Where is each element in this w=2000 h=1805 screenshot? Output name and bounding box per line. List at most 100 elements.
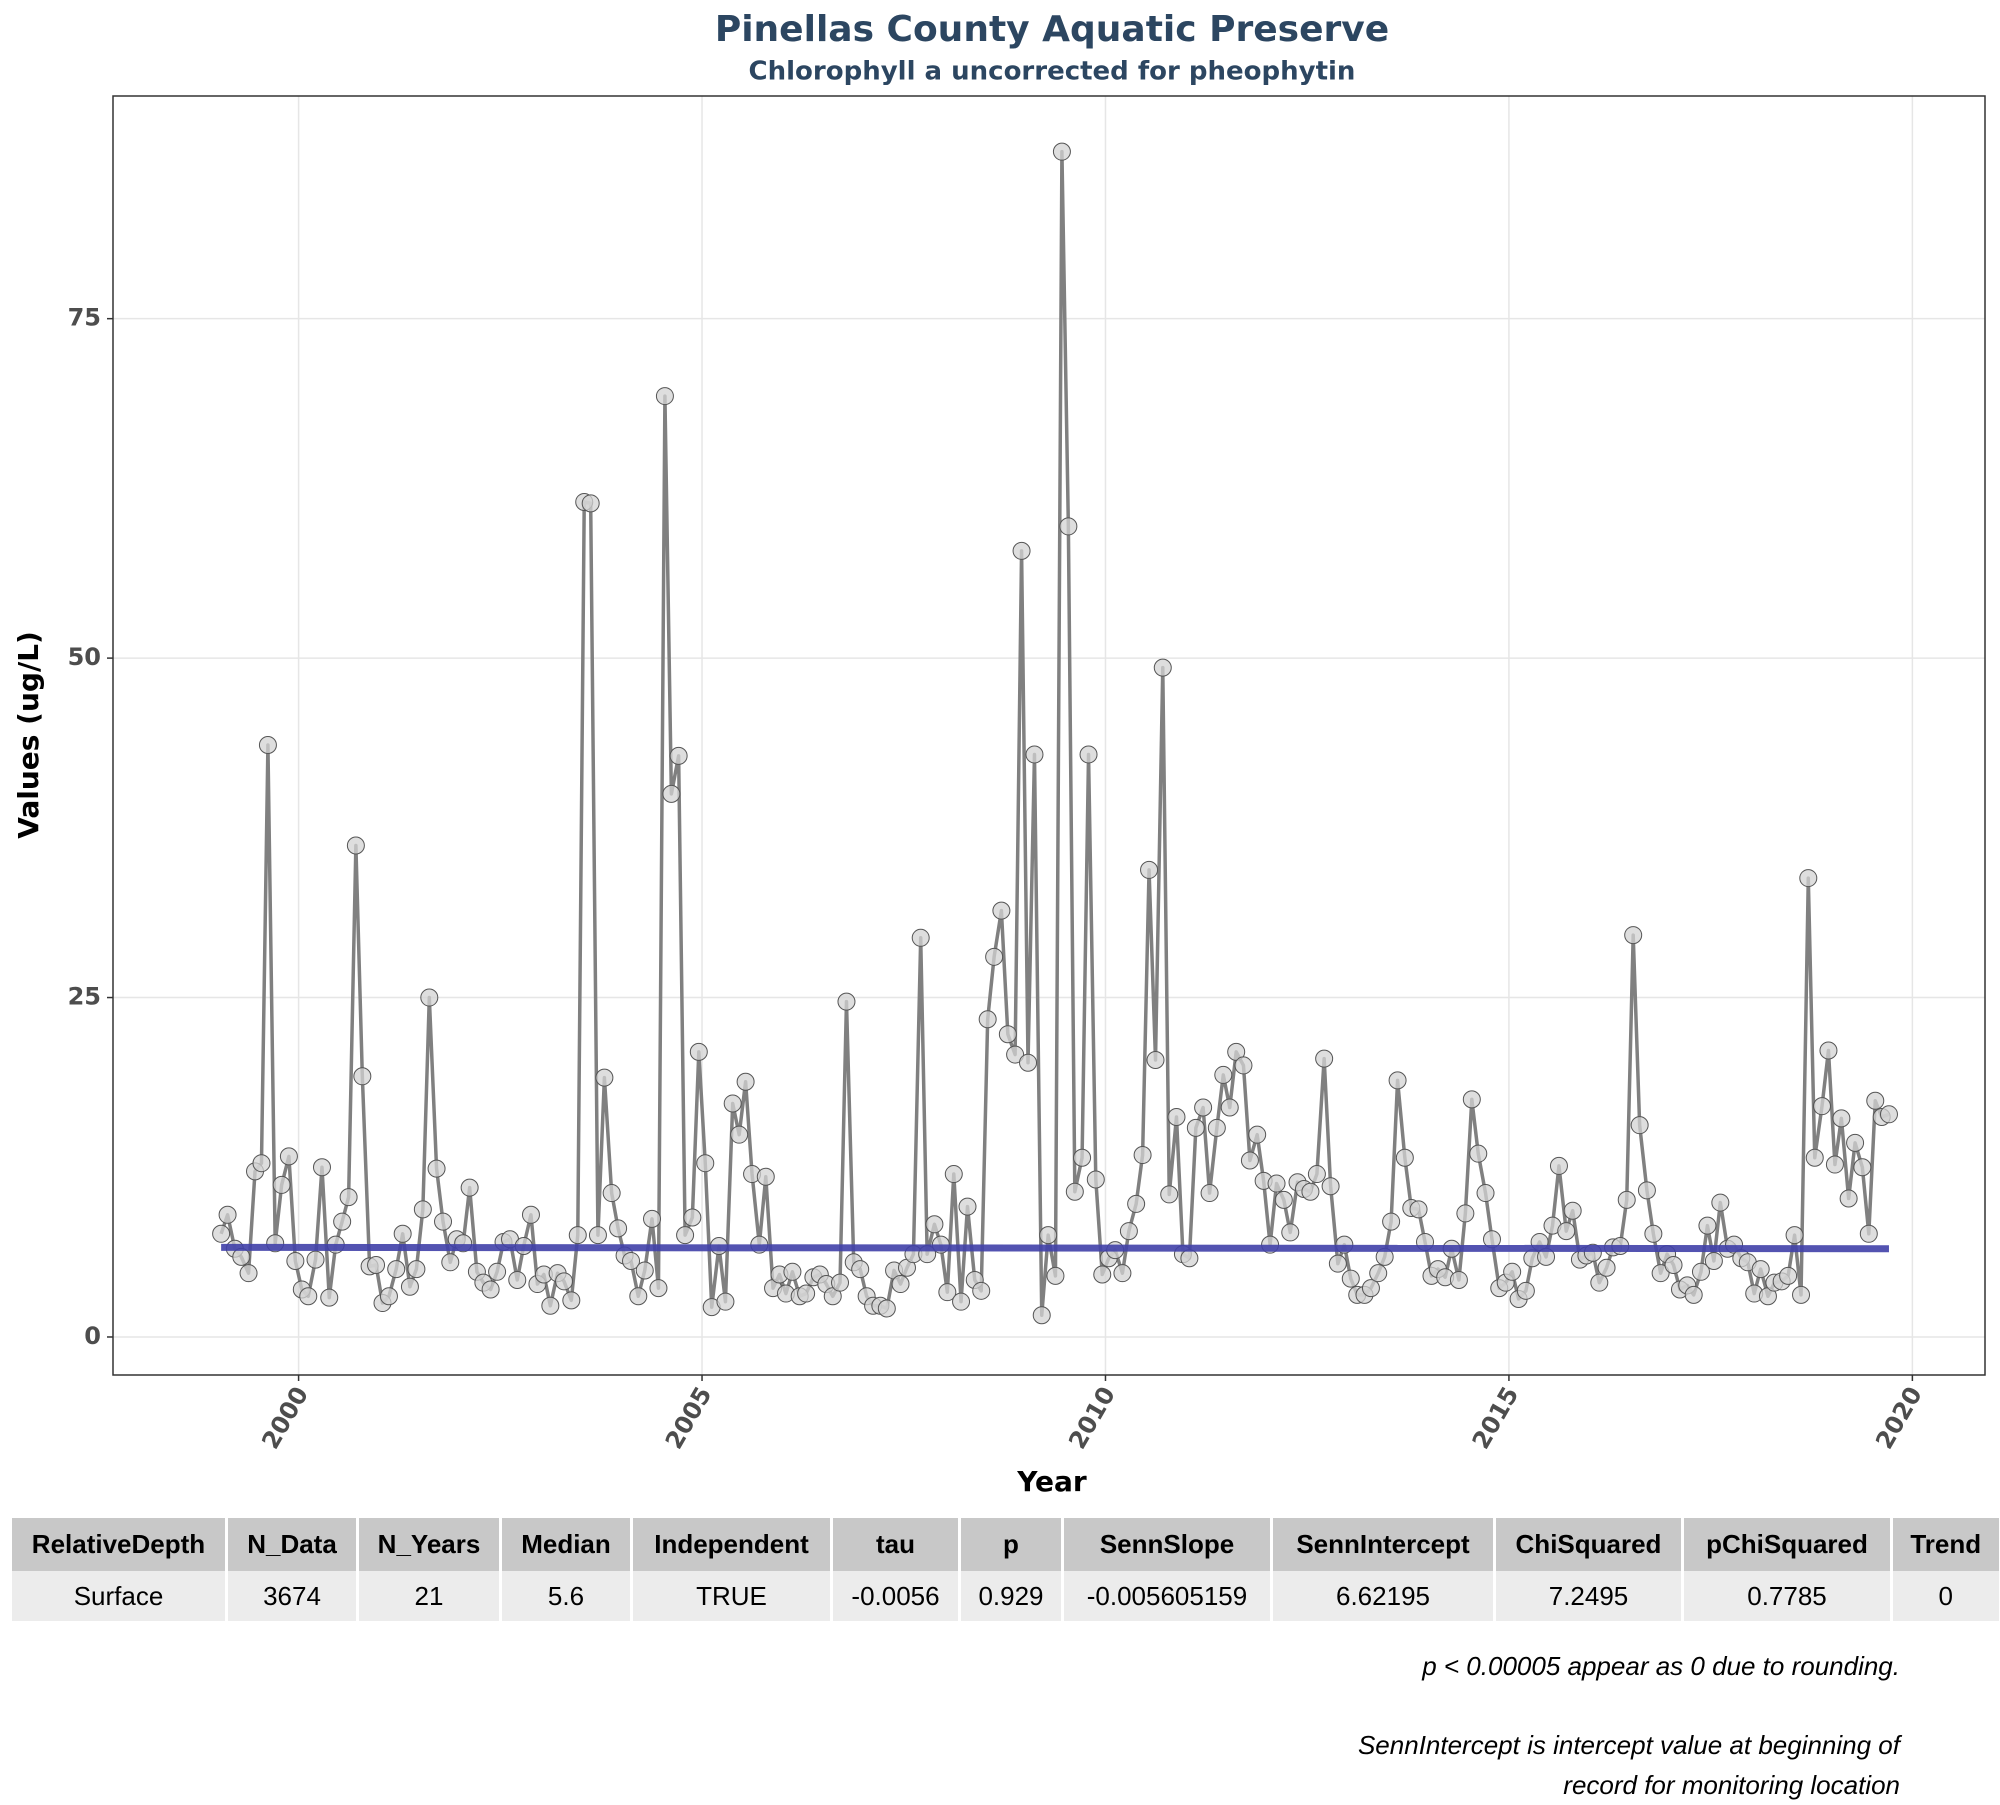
data-point xyxy=(736,1072,755,1091)
data-point xyxy=(1751,1260,1770,1279)
data-point xyxy=(1032,1306,1051,1325)
data-point xyxy=(891,1275,910,1294)
data-point xyxy=(643,1209,662,1228)
data-point xyxy=(925,1215,944,1234)
data-point xyxy=(938,1283,957,1302)
footnote-line: record for monitoring location xyxy=(1563,1770,1900,1800)
data-point xyxy=(1382,1212,1401,1231)
data-point xyxy=(562,1291,581,1310)
data-point xyxy=(1207,1118,1226,1137)
data-point xyxy=(1449,1270,1468,1289)
data-point xyxy=(1456,1204,1475,1223)
y-tick-label: 0 xyxy=(84,1322,101,1350)
data-point xyxy=(1200,1184,1219,1203)
data-point xyxy=(1462,1090,1481,1109)
data-point xyxy=(635,1261,654,1280)
data-point xyxy=(286,1251,305,1270)
data-point xyxy=(1267,1174,1286,1193)
data-point xyxy=(998,1025,1017,1044)
column-header: Median xyxy=(499,1518,632,1571)
y-axis-title: Values (ug/L) xyxy=(12,631,45,839)
data-point xyxy=(1590,1273,1609,1292)
data-point xyxy=(723,1094,742,1113)
table-cell: 21 xyxy=(356,1571,501,1621)
data-point xyxy=(1274,1190,1293,1209)
data-point xyxy=(258,736,277,755)
plot-border xyxy=(112,95,1986,1376)
column-header: N_Years xyxy=(356,1518,501,1571)
data-point xyxy=(1879,1105,1898,1124)
data-point xyxy=(272,1175,291,1194)
data-point xyxy=(1698,1216,1717,1235)
data-point xyxy=(662,784,681,803)
table-cell: 3674 xyxy=(225,1571,358,1621)
data-point xyxy=(851,1260,870,1279)
data-point xyxy=(730,1125,749,1144)
table-cell: -0.0056 xyxy=(830,1571,960,1621)
data-point xyxy=(407,1260,426,1279)
data-point xyxy=(1805,1148,1824,1167)
data-point xyxy=(1549,1156,1568,1175)
data-point xyxy=(1328,1254,1347,1273)
footnote: p < 0.00005 appear as 0 due to rounding. xyxy=(1422,1646,1900,1686)
data-point xyxy=(1624,926,1643,945)
column-header: Independent xyxy=(630,1518,832,1571)
data-point xyxy=(441,1253,460,1272)
data-point xyxy=(481,1280,500,1299)
x-tick-label: 2005 xyxy=(660,1382,718,1454)
data-point xyxy=(629,1287,648,1306)
data-point xyxy=(1476,1184,1495,1203)
data-point xyxy=(1086,1170,1105,1189)
data-point xyxy=(1214,1065,1233,1084)
data-point xyxy=(797,1284,816,1303)
data-point xyxy=(1073,1148,1092,1167)
data-point xyxy=(1079,745,1098,764)
data-point xyxy=(944,1165,963,1184)
data-point xyxy=(1093,1265,1112,1284)
data-point xyxy=(218,1205,237,1224)
table-cell: 7.2495 xyxy=(1493,1571,1683,1621)
data-point xyxy=(1301,1182,1320,1201)
table-cell: 0.929 xyxy=(958,1571,1063,1621)
data-point xyxy=(279,1147,298,1166)
data-point xyxy=(1563,1201,1582,1220)
data-point xyxy=(1220,1098,1239,1117)
data-point xyxy=(1039,1226,1058,1245)
column-header: pChiSquared xyxy=(1681,1518,1892,1571)
data-point xyxy=(434,1212,453,1231)
data-point xyxy=(676,1226,695,1245)
data-point xyxy=(232,1247,251,1266)
data-point xyxy=(1799,869,1818,888)
data-point xyxy=(1711,1193,1730,1212)
data-point xyxy=(1704,1251,1723,1270)
data-point xyxy=(306,1250,325,1269)
column-header: p xyxy=(958,1518,1063,1571)
trend-line xyxy=(221,1243,1889,1253)
data-point xyxy=(581,494,600,513)
data-point xyxy=(1315,1049,1334,1068)
data-point xyxy=(312,1158,331,1177)
data-point xyxy=(1113,1264,1132,1283)
data-point xyxy=(1832,1109,1851,1128)
data-point xyxy=(1019,1053,1038,1072)
data-point xyxy=(1133,1146,1152,1165)
data-point xyxy=(1146,1051,1165,1070)
data-point xyxy=(413,1200,432,1219)
column-header: N_Data xyxy=(225,1518,358,1571)
x-axis-title: Year xyxy=(1016,1465,1087,1498)
data-point xyxy=(1234,1056,1253,1075)
data-point xyxy=(427,1159,446,1178)
data-point xyxy=(1664,1256,1683,1275)
data-point xyxy=(1025,745,1044,764)
data-point xyxy=(521,1205,540,1224)
data-point xyxy=(353,1067,372,1086)
data-point xyxy=(488,1262,507,1281)
chart-title: Pinellas County Aquatic Preserve xyxy=(715,9,1389,50)
data-point xyxy=(1617,1190,1636,1209)
data-point xyxy=(1248,1125,1267,1144)
data-point xyxy=(541,1296,560,1315)
data-point xyxy=(972,1281,991,1300)
data-point xyxy=(911,928,930,947)
data-point xyxy=(877,1299,896,1318)
data-point xyxy=(1819,1041,1838,1060)
